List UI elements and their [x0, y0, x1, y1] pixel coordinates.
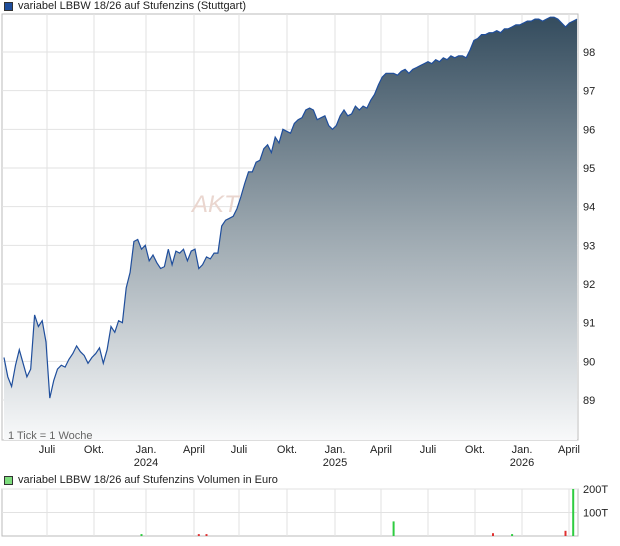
- price-x-tick-label: Juli: [420, 444, 437, 456]
- price-year-label: 2025: [323, 457, 347, 469]
- volume-bar: [392, 521, 395, 536]
- price-y-tick-label: 93: [583, 240, 595, 252]
- price-y-tick-label: 91: [583, 318, 595, 330]
- price-y-tick-label: 92: [583, 279, 595, 291]
- volume-bar: [205, 534, 208, 536]
- price-x-tick-label: April: [370, 444, 392, 456]
- price-area: [4, 17, 577, 440]
- volume-bar: [140, 534, 143, 536]
- volume-bar: [492, 533, 494, 536]
- volume-bar: [564, 530, 567, 536]
- price-legend-swatch: [4, 1, 13, 11]
- price-x-tick-label: Okt.: [465, 444, 485, 456]
- volume-grid: [2, 488, 578, 536]
- price-x-ticks: Juli Okt. Jan. April Juli Okt. Jan. April Juli Ok…: [39, 444, 580, 469]
- volume-bar: [511, 534, 514, 536]
- price-line: [3, 16, 578, 399]
- volume-y-tick-label: 100T: [583, 508, 608, 520]
- volume-y-ticks: 100T 200T: [583, 484, 608, 520]
- price-y-tick-label: 98: [583, 47, 595, 59]
- price-x-tick-label: Okt.: [84, 444, 104, 456]
- price-legend: variabel LBBW 18/26 auf Stufenzins (Stut…: [4, 0, 246, 12]
- price-year-label: 2024: [134, 457, 158, 469]
- price-x-tick-label: Okt.: [277, 444, 297, 456]
- price-y-tick-label: 89: [583, 395, 595, 407]
- volume-legend-swatch: [4, 475, 13, 485]
- price-x-tick-label: Juli: [231, 444, 248, 456]
- price-y-tick-label: 94: [583, 202, 595, 214]
- price-x-tick-label: Jan.: [136, 444, 157, 456]
- price-legend-label: variabel LBBW 18/26 auf Stufenzins (Stut…: [18, 0, 247, 12]
- price-x-tick-label: April: [558, 444, 580, 456]
- price-y-tick-label: 96: [583, 124, 595, 136]
- price-year-label: 2026: [510, 457, 534, 469]
- price-x-tick-label: Juli: [39, 444, 56, 456]
- volume-bars: [140, 489, 575, 536]
- price-y-tick-label: 97: [583, 86, 595, 98]
- volume-legend-label: variabel LBBW 18/26 auf Stufenzins Volum…: [18, 474, 278, 486]
- price-x-tick-label: Jan.: [512, 444, 533, 456]
- watermark: AKT: [190, 191, 241, 218]
- volume-bar: [197, 534, 200, 536]
- volume-y-tick-label: 200T: [583, 484, 608, 496]
- price-y-tick-label: 90: [583, 356, 595, 368]
- volume-legend: variabel LBBW 18/26 auf Stufenzins Volum…: [4, 474, 278, 486]
- volume-bar: [572, 489, 575, 536]
- tick-note: 1 Tick = 1 Woche: [8, 430, 92, 442]
- price-y-tick-label: 95: [583, 163, 595, 175]
- price-y-ticks: 89 90 91 92 93 94 95 96 97 98: [583, 47, 595, 407]
- price-x-tick-label: Jan.: [325, 444, 346, 456]
- price-x-tick-label: April: [183, 444, 205, 456]
